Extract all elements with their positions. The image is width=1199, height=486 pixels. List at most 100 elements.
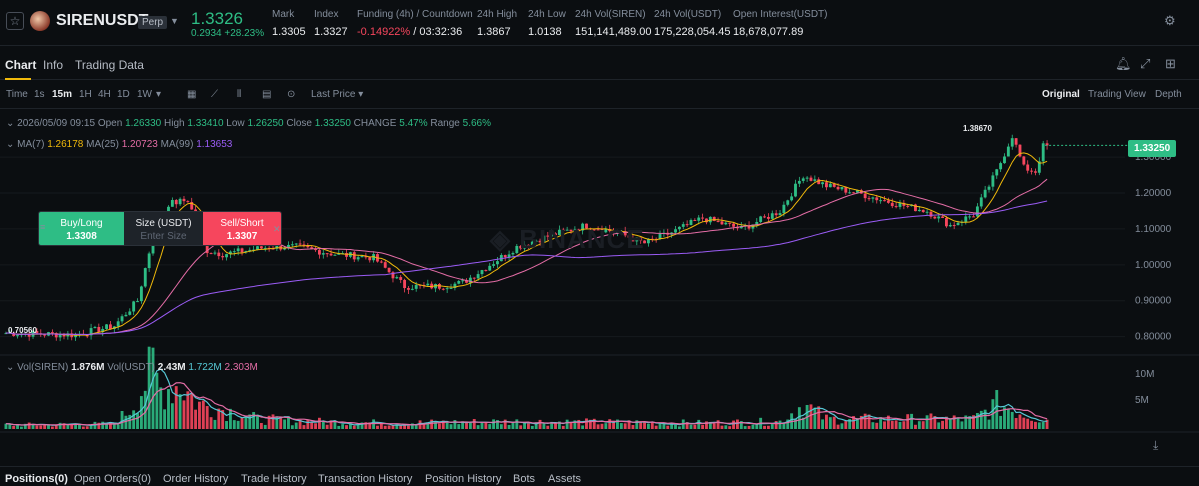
size-input[interactable]: Size (USDT) Enter Size — [124, 212, 203, 245]
tab-info[interactable]: Info — [43, 58, 64, 72]
interval-1d[interactable]: 1D — [117, 89, 130, 100]
volume-axis-10m: 10M — [1135, 369, 1155, 380]
volume-bar — [279, 417, 283, 429]
volume-bar — [879, 417, 883, 429]
tab-trading-data[interactable]: Trading Data — [75, 58, 144, 72]
candle-type-icon[interactable]: ⫴ — [237, 89, 242, 100]
tab-transaction-history[interactable]: Transaction History — [318, 473, 413, 485]
interval-dropdown-icon[interactable]: ▾ — [156, 89, 162, 100]
volume-bar — [376, 425, 379, 429]
volume-bar — [844, 421, 848, 429]
volume-bar — [701, 424, 705, 429]
volume-bar — [972, 415, 975, 429]
drag-handle-icon[interactable]: ≡ — [40, 222, 46, 232]
close-order-box-icon[interactable]: ✕ — [273, 224, 281, 234]
volume-bar — [503, 419, 507, 429]
volume-bar — [677, 426, 681, 429]
candle-body — [507, 254, 511, 258]
volume-bar — [577, 419, 581, 429]
candlestick-chart[interactable]: 1.30000 1.20000 1.10000 1.00000 0.90000 0.800… — [0, 109, 1199, 441]
volume-bar — [712, 423, 716, 429]
volume-bar — [78, 424, 81, 429]
volume-bar — [136, 413, 139, 429]
symbol-name[interactable]: SIRENUSDT — [56, 12, 149, 29]
view-depth[interactable]: Depth — [1155, 89, 1182, 100]
volume-bar — [267, 415, 271, 429]
interval-1w[interactable]: 1W — [137, 89, 152, 100]
tab-assets[interactable]: Assets — [548, 473, 582, 485]
candle-body — [836, 186, 840, 190]
volume-bar — [314, 423, 317, 429]
volume-bar — [50, 426, 54, 429]
indicator-icon[interactable]: ⟋ — [211, 89, 218, 100]
volume-bar — [937, 422, 941, 429]
tab-chart[interactable]: Chart — [5, 58, 37, 72]
volume-bar — [345, 425, 348, 429]
candle-body — [170, 199, 174, 207]
candle-body — [825, 182, 828, 188]
chart-area[interactable]: 1.30000 1.20000 1.10000 1.00000 0.90000 0.800… — [0, 109, 1199, 452]
volume-bar — [283, 419, 287, 429]
candle-body — [1037, 161, 1041, 173]
buy-long-button[interactable]: Buy/Long 1.3308 — [39, 212, 124, 245]
candle-body — [604, 229, 608, 233]
interval-15m[interactable]: 15m — [52, 89, 73, 100]
settings-gear-icon[interactable]: ⚙ — [1164, 13, 1176, 28]
volume-bar — [658, 423, 662, 429]
volume-bar — [368, 422, 372, 429]
layout-icon[interactable]: ▤ — [262, 89, 272, 100]
volume-bar — [89, 424, 93, 429]
view-trading-view[interactable]: Trading View — [1088, 89, 1146, 100]
interval-1h[interactable]: 1H — [79, 89, 92, 100]
tab-position-history[interactable]: Position History — [425, 473, 502, 485]
candle-body — [890, 202, 894, 207]
volume-bar — [608, 419, 612, 429]
price-axis-label: 1.20000 — [1135, 188, 1172, 199]
price-type-select[interactable]: Last Price ▾ — [311, 89, 364, 100]
candle-body — [646, 238, 650, 244]
volume-bar — [774, 421, 778, 429]
tab-open-orders[interactable]: Open Orders(0) — [74, 473, 152, 485]
candle-body — [178, 198, 182, 205]
candle-body — [755, 221, 759, 225]
volume-bar — [85, 426, 89, 429]
volume-bar — [66, 424, 70, 429]
volume-bar — [499, 424, 503, 429]
volume-bar — [705, 421, 708, 429]
scroll-to-latest-icon[interactable]: ⤓ — [1153, 438, 1159, 452]
volume-bar — [596, 424, 600, 429]
star-icon[interactable]: ☆ — [6, 12, 24, 30]
time-label[interactable]: Time — [6, 89, 28, 100]
tab-bots[interactable]: Bots — [513, 473, 536, 485]
candle-body — [643, 240, 646, 244]
tab-positions[interactable]: Positions(0) — [5, 473, 68, 485]
candle-body — [991, 175, 995, 187]
volume-bar — [631, 424, 635, 429]
view-original[interactable]: Original — [1042, 89, 1080, 100]
candle-body — [418, 284, 422, 286]
grid-layout-icon[interactable]: ⊞ — [1165, 56, 1176, 71]
caret-down-icon[interactable]: ▼ — [170, 16, 179, 26]
volume-bar — [159, 387, 163, 429]
interval-1s[interactable]: 1s — [34, 89, 45, 100]
volume-bar — [999, 415, 1003, 429]
sell-short-button[interactable]: Sell/Short 1.3307 — [203, 212, 281, 245]
bell-icon[interactable]: 🔔︎ — [1115, 56, 1132, 71]
tab-order-history[interactable]: Order History — [163, 473, 229, 485]
crosshair-icon[interactable]: ⊙ — [287, 89, 296, 100]
calendar-icon[interactable]: ▦ — [187, 89, 197, 100]
volume-bar — [225, 421, 228, 429]
expand-icon[interactable]: ⤢ — [1140, 56, 1151, 71]
volume-bar — [507, 424, 511, 429]
interval-4h[interactable]: 4H — [98, 89, 111, 100]
tab-trade-history[interactable]: Trade History — [241, 473, 307, 485]
candle-body — [259, 246, 263, 249]
volume-bar — [182, 400, 186, 429]
candle-body — [147, 253, 151, 269]
watermark-logo: ◈ BINANCE — [490, 224, 645, 254]
candle-body — [596, 229, 600, 231]
volume-bar — [511, 421, 515, 429]
candle-body — [747, 225, 751, 229]
volume-bar — [1045, 419, 1049, 429]
stat-funding[interactable]: Funding (4h) / Countdown -0.14922% / 03:3… — [357, 9, 473, 38]
